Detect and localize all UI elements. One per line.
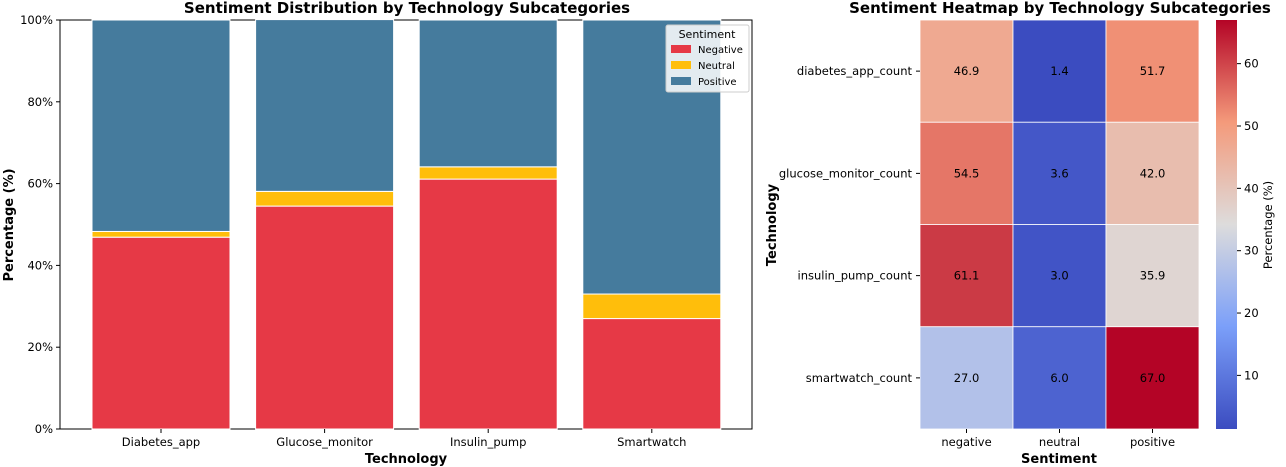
- colorbar-tick-label: 10: [1244, 368, 1259, 382]
- y-tick-label: 80%: [27, 95, 53, 109]
- colorbar-tick-label: 30: [1244, 244, 1259, 258]
- heatmap-cell-value: 46.9: [954, 64, 980, 78]
- heatmap-cell: [1105, 326, 1200, 430]
- bar-plot-area: [59, 19, 753, 430]
- bar-negative-glucose_monitor: [255, 205, 395, 430]
- legend-swatch-positive: [671, 77, 691, 85]
- y-tick-label: 40%: [27, 258, 53, 272]
- heatmap-cell: [1012, 19, 1107, 123]
- bar-positive-glucose_monitor: [255, 19, 395, 192]
- heatmap-cell-value: 1.4: [1050, 64, 1068, 78]
- heatmap-cell-value: 61.1: [954, 269, 980, 283]
- heatmap-y-axis-label: Technology: [765, 183, 780, 266]
- bar-chart-title: Sentiment Distribution by Technology Sub…: [184, 0, 630, 17]
- bar-positive-insulin_pump: [418, 19, 558, 168]
- bar-legend: Sentiment Negative Neutral Positive: [665, 24, 750, 93]
- legend-label-negative: Negative: [698, 45, 743, 56]
- bar-positive-diabetes_app: [91, 19, 231, 232]
- colorbar-tick-label: 20: [1244, 306, 1259, 320]
- bar-neutral-glucose_monitor: [255, 190, 395, 207]
- x-tick-label: Insulin_pump: [450, 435, 526, 449]
- legend-frame: [665, 24, 750, 93]
- colorbar-tick-label: 40: [1244, 181, 1259, 195]
- heatmap-x-tick-label: neutral: [1039, 435, 1080, 449]
- colorbar-tick-label: 50: [1244, 119, 1259, 133]
- y-tick-label: 100%: [20, 13, 53, 27]
- heatmap-cell-value: 51.7: [1140, 64, 1166, 78]
- heatmap-cell-value: 35.9: [1140, 269, 1166, 283]
- heatmap-cell: [1012, 326, 1107, 430]
- heatmap-x-tick-label: negative: [941, 435, 991, 449]
- heatmap-cell: [919, 326, 1014, 430]
- colorbar-tick-label: 60: [1244, 57, 1259, 71]
- heatmap-y-tick-label: diabetes_app_count: [797, 64, 913, 78]
- legend-label-positive: Positive: [698, 77, 737, 88]
- heatmap-y-tick-label: insulin_pump_count: [798, 269, 913, 283]
- heatmap-cell-value: 27.0: [954, 371, 980, 385]
- y-tick-label: 0%: [35, 422, 53, 436]
- heatmap-cell-value: 42.0: [1140, 166, 1166, 180]
- heatmap-title: Sentiment Heatmap by Technology Subcateg…: [849, 0, 1271, 17]
- bar-y-axis-label: Percentage (%): [2, 168, 17, 281]
- heatmap-cell: [919, 121, 1014, 225]
- heatmap-y-tick-label: glucose_monitor_count: [779, 166, 913, 180]
- heatmap-cell: [919, 224, 1014, 328]
- legend-swatch-negative: [671, 45, 691, 53]
- legend-label-neutral: Neutral: [698, 61, 735, 72]
- heatmap-cell-value: 6.0: [1050, 371, 1068, 385]
- y-tick-label: 60%: [27, 177, 53, 191]
- heatmap-cell: [1105, 19, 1200, 123]
- colorbar: [1216, 20, 1237, 429]
- legend-swatch-neutral: [671, 61, 691, 69]
- heatmap-cell-value: 54.5: [954, 166, 980, 180]
- heatmap-cell: [1012, 121, 1107, 225]
- y-tick-label: 20%: [27, 340, 53, 354]
- colorbar-label: Percentage (%): [1261, 181, 1275, 269]
- heatmap-x-axis-label: Sentiment: [1021, 452, 1097, 467]
- heatmap-cell: [1105, 224, 1200, 328]
- bar-negative-insulin_pump: [418, 178, 558, 430]
- heatmap-cell-value: 67.0: [1140, 371, 1166, 385]
- bar-neutral-diabetes_app: [91, 230, 231, 238]
- x-tick-label: Glucose_monitor: [276, 435, 373, 449]
- heatmap-cell-value: 3.6: [1050, 166, 1068, 180]
- heatmap-cell-value: 3.0: [1050, 269, 1068, 283]
- bar-negative-diabetes_app: [91, 236, 231, 430]
- heatmap-y-tick-label: smartwatch_count: [806, 371, 913, 385]
- bar-neutral-insulin_pump: [418, 166, 558, 180]
- heatmap-cell: [1012, 224, 1107, 328]
- legend-title: Sentiment: [679, 28, 737, 41]
- bar-negative-smartwatch: [582, 318, 722, 430]
- bar-neutral-smartwatch: [582, 293, 722, 320]
- heatmap-x-tick-label: positive: [1130, 435, 1175, 449]
- bar-x-axis-label: Technology: [365, 452, 448, 467]
- x-tick-label: Smartwatch: [617, 435, 686, 449]
- heatmap-cell: [1105, 121, 1200, 225]
- x-tick-label: Diabetes_app: [122, 435, 200, 449]
